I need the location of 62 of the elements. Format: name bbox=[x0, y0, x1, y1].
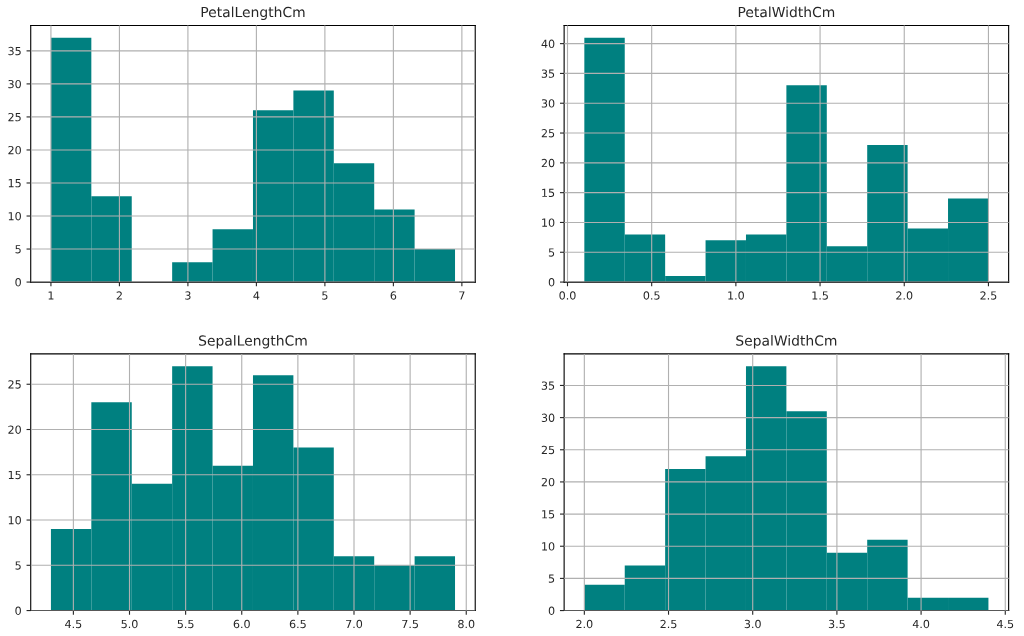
x-tick-label: 7.5 bbox=[402, 619, 418, 629]
y-tick-label: 10 bbox=[8, 516, 21, 525]
x-tick-label: 2.5 bbox=[980, 291, 997, 300]
y-tick-label: 10 bbox=[542, 542, 555, 551]
y-tick-label: 5 bbox=[15, 561, 21, 570]
x-tick-label: 4.5 bbox=[65, 619, 82, 629]
y-tick-label: 25 bbox=[8, 112, 21, 122]
y-tick-label: 0 bbox=[548, 606, 555, 615]
x-tick-label: 3.5 bbox=[828, 619, 845, 629]
x-tick-label: 5.5 bbox=[177, 619, 194, 629]
y-tick-label: 10 bbox=[8, 211, 21, 221]
y-tick-label: 15 bbox=[542, 188, 555, 198]
y-tick-label: 25 bbox=[8, 380, 21, 389]
x-tick-label: 4 bbox=[253, 291, 260, 300]
y-tick-label: 35 bbox=[541, 381, 555, 390]
y-tick-label: 10 bbox=[542, 218, 555, 227]
x-tick-label: 2 bbox=[116, 291, 122, 300]
chart-title: SepalWidthCm bbox=[736, 335, 837, 349]
x-tick-label: 6 bbox=[390, 291, 397, 300]
y-tick-label: 20 bbox=[8, 145, 21, 155]
x-tick-label: 5.0 bbox=[121, 619, 138, 629]
y-tick-label: 15 bbox=[8, 179, 21, 188]
y-tick-label: 5 bbox=[548, 574, 555, 583]
y-tick-label: 25 bbox=[541, 129, 555, 138]
x-tick-label: 1.0 bbox=[728, 291, 744, 300]
y-tick-label: 0 bbox=[15, 278, 21, 287]
x-tick-label: 3 bbox=[185, 291, 191, 300]
y-tick-label: 35 bbox=[8, 46, 21, 56]
x-tick-label: 7 bbox=[459, 291, 465, 300]
y-tick-label: 30 bbox=[541, 99, 555, 108]
y-tick-label: 0 bbox=[548, 278, 555, 287]
y-tick-label: 35 bbox=[541, 69, 555, 78]
y-tick-label: 15 bbox=[542, 510, 555, 519]
chart-title: PetalWidthCm bbox=[738, 6, 835, 18]
y-tick-label: 5 bbox=[15, 245, 21, 254]
y-tick-label: 20 bbox=[541, 477, 555, 487]
x-tick-label: 3.0 bbox=[744, 619, 761, 629]
x-tick-label: 7.0 bbox=[346, 619, 363, 629]
x-tick-label: 2.0 bbox=[576, 619, 593, 629]
x-tick-label: 6.5 bbox=[289, 619, 306, 629]
y-tick-label: 30 bbox=[8, 79, 21, 89]
x-tick-label: 1.5 bbox=[812, 291, 828, 300]
x-tick-label: 8.0 bbox=[458, 619, 475, 629]
y-tick-label: 0 bbox=[15, 606, 21, 615]
x-tick-label: 0.5 bbox=[643, 291, 660, 300]
x-tick-label: 2.5 bbox=[660, 619, 677, 629]
x-tick-label: 6.0 bbox=[233, 619, 250, 629]
y-tick-label: 20 bbox=[541, 158, 555, 168]
chart-title: SepalLengthCm bbox=[199, 335, 307, 349]
y-tick-label: 25 bbox=[541, 445, 555, 455]
x-tick-label: 2.0 bbox=[896, 291, 913, 300]
y-tick-label: 15 bbox=[8, 470, 21, 480]
x-tick-label: 5 bbox=[322, 291, 328, 300]
x-tick-label: 4.0 bbox=[912, 619, 930, 629]
x-tick-label: 1 bbox=[48, 291, 54, 300]
x-tick-label: 4.5 bbox=[996, 619, 1014, 629]
y-tick-label: 40 bbox=[541, 39, 555, 48]
y-tick-label: 20 bbox=[8, 425, 21, 434]
y-tick-label: 5 bbox=[548, 248, 555, 257]
y-tick-label: 30 bbox=[541, 413, 555, 422]
x-tick-label: 0.0 bbox=[559, 291, 576, 300]
chart-title: PetalLengthCm bbox=[201, 6, 305, 20]
